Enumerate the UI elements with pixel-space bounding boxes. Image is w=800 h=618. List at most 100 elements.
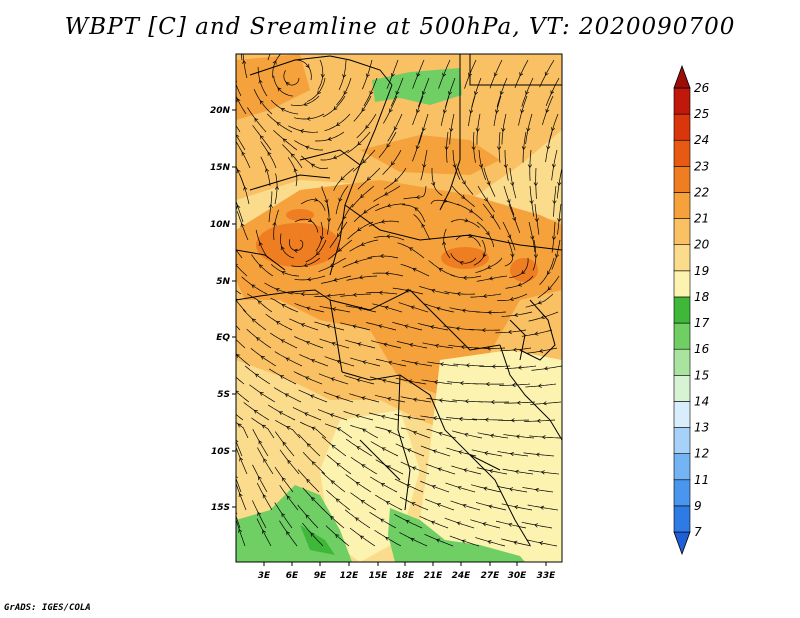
colorbar-swatch — [673, 348, 691, 376]
streamline — [375, 358, 407, 367]
streamline-arrow — [251, 318, 256, 323]
streamline — [476, 275, 508, 282]
streamline — [236, 95, 247, 115]
streamline-arrow — [278, 411, 283, 415]
streamline-arrow — [430, 325, 435, 330]
streamline — [302, 487, 325, 511]
streamline — [526, 539, 558, 547]
streamline — [323, 391, 354, 403]
streamline — [478, 149, 487, 181]
streamline — [267, 404, 296, 421]
streamline — [446, 447, 477, 457]
colorbar-label: 11 — [694, 473, 709, 487]
streamline — [402, 204, 426, 223]
streamline — [470, 519, 501, 529]
streamline — [392, 321, 423, 331]
streamline — [419, 285, 450, 295]
streamline — [345, 339, 376, 349]
streamline-arrow — [509, 296, 514, 302]
streamline-arrow — [412, 397, 418, 402]
streamline-arrow — [362, 360, 367, 365]
colorbar-label: 7 — [694, 525, 702, 539]
streamline — [493, 95, 502, 127]
streamline-arrow — [551, 163, 556, 168]
streamline-arrow — [254, 117, 259, 122]
streamline-arrow — [332, 155, 337, 160]
streamline — [451, 185, 475, 207]
streamline-arrow — [557, 218, 562, 223]
streamline — [398, 302, 429, 313]
streamline — [340, 293, 372, 297]
streamline-arrow — [331, 444, 336, 449]
streamline-arrow — [335, 534, 340, 539]
streamline — [243, 402, 270, 421]
streamline-arrow — [265, 168, 270, 173]
streamline — [253, 89, 273, 115]
streamline-arrow — [369, 90, 374, 95]
streamline — [420, 149, 428, 181]
streamline-arrow — [336, 427, 341, 432]
streamline-arrow — [547, 286, 552, 291]
streamline — [279, 449, 300, 475]
streamline — [497, 451, 529, 457]
streamline — [522, 131, 527, 163]
streamline-arrow — [499, 91, 504, 96]
streamline-arrow — [358, 275, 363, 280]
streamline — [299, 421, 327, 439]
streamline-arrow — [243, 186, 248, 191]
streamline-arrow — [326, 218, 332, 223]
streamline-arrow — [272, 44, 275, 48]
streamline — [530, 401, 562, 405]
streamline-arrow — [513, 540, 518, 545]
streamline-arrow — [534, 218, 539, 223]
streamline — [446, 131, 449, 163]
streamline-arrow — [381, 414, 386, 419]
streamline-arrow — [407, 415, 412, 420]
streamline — [522, 487, 554, 493]
streamline — [503, 434, 535, 439]
streamline — [347, 131, 371, 154]
streamline — [269, 368, 297, 385]
streamline — [294, 336, 324, 349]
streamline — [344, 375, 375, 385]
streamline — [257, 447, 274, 475]
streamline — [294, 218, 319, 233]
streamline — [529, 435, 561, 439]
streamline-arrow — [510, 418, 515, 423]
streamline-arrow — [280, 108, 285, 112]
streamline-arrow — [517, 365, 522, 370]
streamline — [452, 149, 461, 180]
streamline-arrow — [462, 275, 467, 280]
streamline — [424, 303, 455, 313]
streamline-arrow — [240, 222, 245, 228]
streamline — [394, 513, 423, 529]
streamline-arrow — [540, 470, 545, 475]
streamline-arrow — [259, 264, 263, 269]
streamline — [326, 454, 352, 475]
streamline — [236, 446, 248, 475]
streamline-arrow — [487, 310, 492, 315]
streamline — [557, 203, 562, 235]
streamline-arrow — [277, 87, 282, 92]
streamline — [293, 371, 323, 385]
streamline — [420, 480, 450, 493]
streamline — [314, 293, 346, 298]
streamline-arrow — [299, 129, 305, 134]
streamline-arrow — [489, 433, 495, 438]
streamline — [344, 509, 371, 529]
streamline — [270, 297, 299, 313]
streamline — [482, 203, 501, 230]
streamline-arrow — [436, 306, 441, 311]
streamline — [236, 339, 246, 349]
streamline-arrow — [490, 214, 494, 219]
streamline — [420, 445, 451, 457]
streamline-arrow — [238, 528, 243, 533]
streamline — [395, 443, 425, 457]
streamline-arrow — [539, 505, 545, 510]
streamline-arrow — [236, 475, 238, 478]
streamline-arrow — [228, 317, 231, 320]
streamline-arrow — [541, 435, 546, 440]
streamline — [514, 59, 529, 89]
streamline-arrow — [311, 461, 316, 466]
lon-label: 30E — [508, 571, 528, 581]
